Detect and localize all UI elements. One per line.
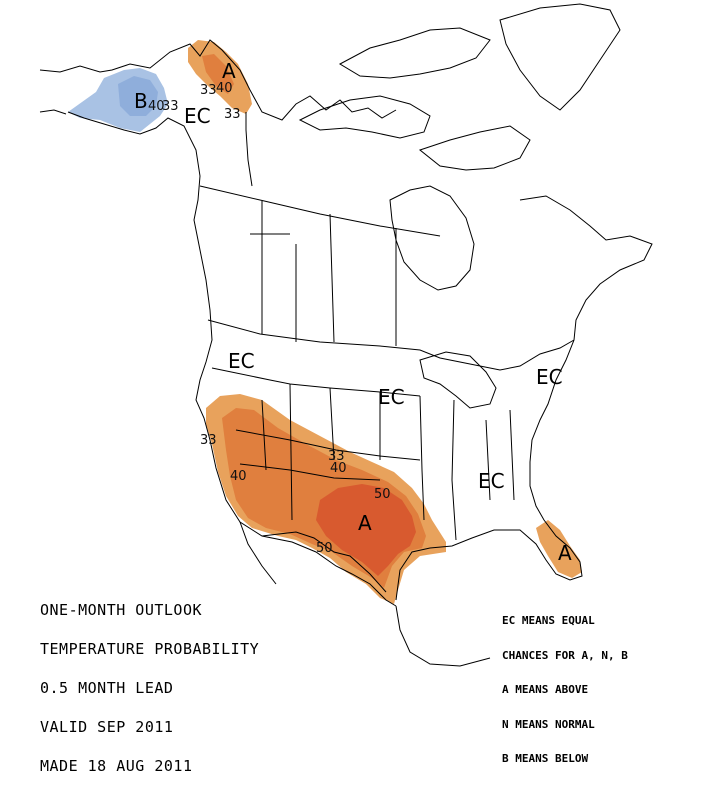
contour-label: 40 xyxy=(230,469,247,484)
baja-coast xyxy=(239,521,277,585)
above-40-yukon-area xyxy=(202,54,234,94)
above-33-florida-area xyxy=(536,520,582,578)
outlook-lead-line: 0.5 MONTH LEAD xyxy=(40,679,174,697)
legend-above-line: A MEANS ABOVE xyxy=(502,683,589,696)
outlook-made-line: MADE 18 AUG 2011 xyxy=(40,757,193,775)
legend-normal-line: N MEANS NORMAL xyxy=(502,717,595,731)
outlook-type-line: ONE-MONTH OUTLOOK xyxy=(40,601,203,619)
outlook-map: B A EC EC EC EC EC A A 40 33 33 40 33 33… xyxy=(39,3,653,667)
contour-label: 33 xyxy=(200,83,217,98)
contour-label: 33 xyxy=(200,433,217,448)
below-40-area xyxy=(118,76,158,116)
arctic-islands-1 xyxy=(298,95,431,139)
southeast-ec-label: EC xyxy=(478,469,505,493)
contour-label: 33 xyxy=(328,449,345,464)
contour-labels: 40 33 33 40 33 33 40 33 40 50 50 xyxy=(148,81,391,556)
above-50-southwest-area xyxy=(316,484,416,576)
legend-chances-line: CHANCES FOR A, N, B xyxy=(502,648,628,662)
above-normal-florida xyxy=(536,520,582,578)
outlook-info-block: ONE-MONTH OUTLOOK TEMPERATURE PROBABILIT… xyxy=(40,578,259,786)
legend-ec-line: EC MEANS EQUAL xyxy=(502,614,595,627)
yukon-ec-label: EC xyxy=(184,104,211,128)
southwest-above-label: A xyxy=(358,511,372,535)
yukon-above-label: A xyxy=(222,59,236,83)
outlook-valid-line: VALID SEP 2011 xyxy=(40,718,174,736)
aleutians xyxy=(39,109,67,115)
alaska-southwest-coast xyxy=(67,111,397,607)
contour-label: 50 xyxy=(316,541,333,556)
labrador-coast xyxy=(395,195,653,601)
below-normal-alaska xyxy=(68,68,168,132)
contour-label: 40 xyxy=(330,461,347,476)
legend-below-line: B MEANS BELOW xyxy=(502,752,589,765)
us-states-west xyxy=(211,367,515,541)
us-mexico-border xyxy=(261,531,387,593)
contour-label: 33 xyxy=(162,99,179,114)
contour-label: 33 xyxy=(224,107,241,122)
boundaries xyxy=(199,112,575,593)
coastlines xyxy=(39,3,653,667)
contour-label: 50 xyxy=(374,487,391,502)
legend-block: EC MEANS EQUAL CHANCES FOR A, N, B A MEA… xyxy=(502,592,628,776)
arctic-islands-3 xyxy=(418,125,531,171)
alaska-coast xyxy=(39,39,397,121)
great-lakes xyxy=(419,351,497,409)
florida-above-label: A xyxy=(558,541,572,565)
region-labels: B A EC EC EC EC EC A A xyxy=(134,59,572,565)
alaska-canada-border xyxy=(245,112,253,187)
above-normal-southwest xyxy=(206,394,446,604)
arctic-islands-2 xyxy=(338,27,491,79)
canada-provinces xyxy=(199,185,441,346)
contour-label: 40 xyxy=(148,99,165,114)
alaska-below-label: B xyxy=(134,89,148,113)
hudson-bay xyxy=(389,185,475,291)
contour-label: 40 xyxy=(216,81,233,96)
outlook-variable-line: TEMPERATURE PROBABILITY xyxy=(40,640,260,658)
northeast-ec-label: EC xyxy=(536,365,563,389)
west-ec-label: EC xyxy=(228,349,255,373)
central-ec-label: EC xyxy=(378,385,405,409)
above-normal-yukon xyxy=(188,40,252,114)
greenland xyxy=(499,3,621,111)
us-canada-border xyxy=(207,319,575,371)
mexico-coast xyxy=(395,605,491,667)
